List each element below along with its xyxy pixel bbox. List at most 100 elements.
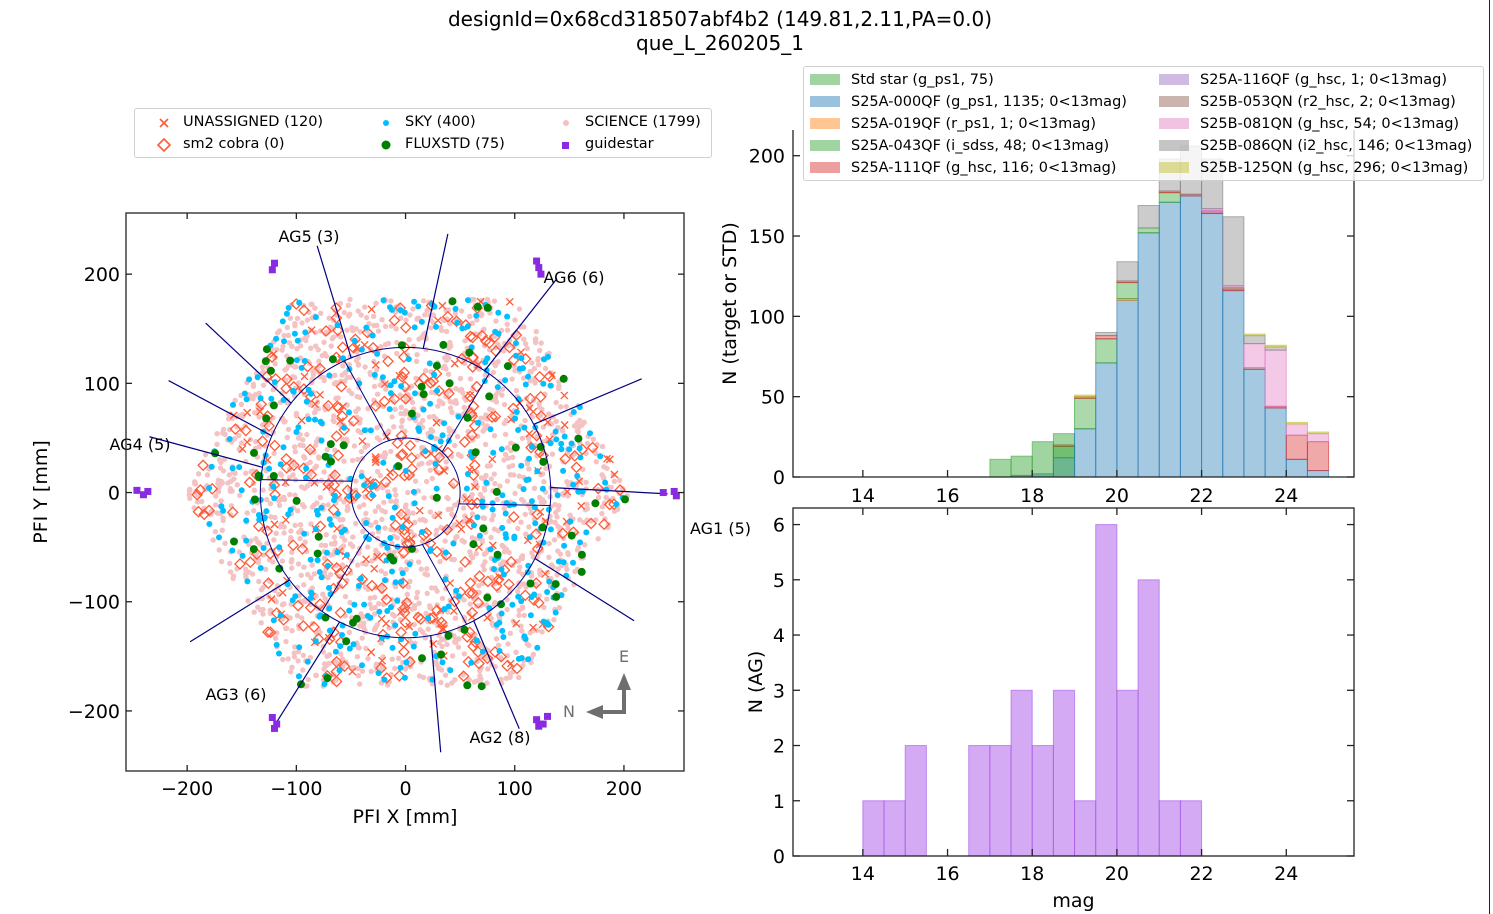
fluxstd-point: [552, 592, 561, 601]
science-point: [393, 492, 399, 498]
science-point: [418, 566, 424, 572]
cobra-diamond-marker: [534, 390, 547, 403]
cobra-diamond-marker: [490, 579, 503, 592]
sky-point: [283, 310, 290, 317]
sky-point: [246, 376, 253, 383]
science-point: [321, 339, 327, 345]
science-point: [513, 649, 519, 655]
sky-point: [361, 482, 368, 489]
unassigned-marker: [405, 622, 414, 631]
sky-point: [312, 416, 318, 423]
unassigned-marker: [462, 494, 471, 503]
figure-title: designId=0x68cd318507abf4b2 (149.81,2.11…: [447, 7, 993, 31]
cobra-diamond-marker: [262, 577, 275, 590]
ag-histogram-bar: [1010, 689, 1033, 857]
science-point: [492, 417, 499, 423]
histogram-bar-s25a-043qf: [1158, 192, 1181, 203]
science-point: [304, 683, 310, 689]
science-point: [370, 313, 377, 319]
outer-spoke: [276, 621, 341, 722]
science-point: [416, 559, 422, 565]
map-legend-item: SKY (400): [405, 114, 476, 130]
figure-subtitle: que_L_260205_1: [636, 31, 804, 55]
focal-plane-points: [186, 296, 630, 691]
science-point: [458, 386, 465, 393]
sky-point: [326, 516, 333, 523]
science-point: [339, 534, 345, 540]
science-point: [395, 655, 402, 661]
ag-histogram-bar: [1031, 745, 1054, 857]
science-point: [437, 558, 443, 565]
histogram-bar-s25b-086qn: [1243, 335, 1266, 345]
science-point: [234, 424, 240, 430]
science-point: [593, 459, 599, 465]
science-point: [382, 450, 388, 456]
sky-point: [475, 419, 482, 426]
sky-point: [433, 323, 439, 330]
science-point: [467, 601, 473, 607]
sky-point: [206, 485, 213, 491]
guidestar-marker: [273, 720, 281, 728]
science-point: [471, 679, 477, 685]
fluxstd-point: [314, 532, 323, 541]
y-tick-label: 2: [773, 736, 785, 758]
unassigned-marker: [529, 623, 538, 632]
cobra-diamond-marker: [244, 556, 257, 569]
science-point: [267, 500, 274, 507]
science-point: [315, 454, 322, 460]
cobra-diamond-marker: [530, 429, 543, 442]
science-point: [295, 508, 301, 514]
unassigned-marker: [270, 520, 279, 529]
histogram-bar-std-star: [1052, 433, 1076, 478]
science-point: [450, 399, 456, 405]
cobra-diamond-marker: [396, 448, 409, 461]
science-point: [502, 451, 509, 458]
science-point: [407, 312, 413, 318]
science-point: [507, 671, 513, 677]
x-axis-label: PFI X [mm]: [353, 806, 458, 828]
sky-point: [346, 645, 353, 652]
sky-point: [561, 433, 568, 440]
sky-point: [494, 384, 501, 391]
histogram-bar-s25b-086qn: [1116, 261, 1139, 282]
sky-point: [339, 632, 345, 638]
sky-point: [577, 454, 584, 461]
science-point: [504, 606, 510, 613]
sky-point: [243, 517, 250, 524]
science-point: [296, 529, 302, 535]
science-point: [358, 611, 364, 617]
science-point: [363, 510, 369, 517]
cobra-diamond-marker: [447, 477, 460, 490]
unassigned-marker: [315, 390, 324, 399]
science-point: [347, 599, 353, 606]
science-point: [510, 454, 516, 460]
cobra-diamond-marker: [280, 452, 293, 465]
map-legend-item: guidestar: [585, 136, 654, 152]
science-point: [491, 471, 497, 477]
unassigned-marker: [407, 534, 416, 543]
inner-spoke: [441, 373, 490, 453]
sky-point: [502, 377, 509, 384]
science-point: [502, 431, 509, 438]
legend-swatch-icon: [810, 74, 840, 85]
science-point: [302, 599, 308, 605]
science-point: [530, 651, 537, 658]
cobra-diamond-marker: [264, 626, 277, 639]
science-point: [599, 443, 606, 450]
science-point: [447, 405, 454, 411]
science-point: [341, 309, 347, 316]
cobra-diamond-marker: [327, 503, 340, 516]
y-axis-label: N (target or STD): [719, 222, 741, 385]
sky-point: [452, 306, 459, 312]
unassigned-marker: [470, 482, 479, 491]
science-point: [298, 484, 305, 490]
science-point: [412, 478, 419, 484]
science-point: [271, 450, 277, 457]
fluxstd-point: [286, 356, 295, 365]
science-point: [379, 317, 385, 323]
sky-point: [512, 352, 519, 359]
sky-point: [243, 537, 250, 544]
science-point: [313, 442, 319, 448]
science-point: [268, 514, 274, 520]
science-point: [287, 491, 293, 498]
